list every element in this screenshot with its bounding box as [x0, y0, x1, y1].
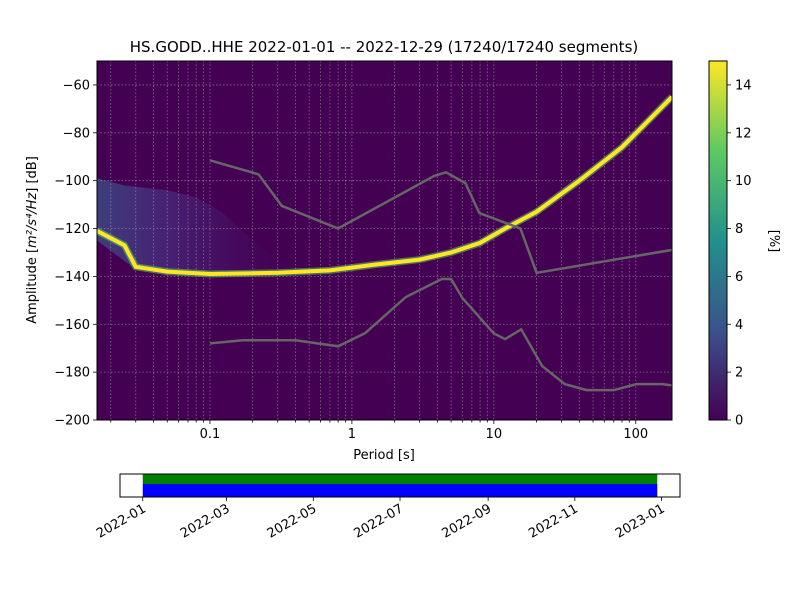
chart-title: HS.GODD..HHE 2022-01-01 -- 2022-12-29 (1… — [130, 38, 638, 56]
mode-curve — [97, 95, 672, 277]
y-tick-label: −140 — [54, 270, 90, 285]
colorbar: 0 2 4 6 8 10 12 14 [%] — [708, 60, 781, 429]
date-tick-label: 2022-03 — [178, 501, 233, 541]
date-tick-label: 2022-01 — [94, 501, 149, 541]
date-tick-label: 2023-01 — [613, 501, 668, 541]
y-axis-label-end: ] [dB] — [25, 156, 40, 193]
y-tick-label: −100 — [54, 174, 90, 189]
date-tick-label: 2022-07 — [351, 501, 406, 541]
coverage-date-axis: 2022-01 2022-03 2022-05 2022-07 2022-09 2022-… — [94, 497, 668, 542]
y-tick-label: −180 — [54, 366, 90, 381]
grid-lines — [97, 61, 672, 420]
colorbar-tick-label: 12 — [735, 126, 752, 141]
y-tick-label: −60 — [63, 78, 90, 93]
x-tick-label: 1 — [348, 427, 356, 442]
y-tick-label: −80 — [63, 126, 90, 141]
x-tick-label: 0.1 — [200, 427, 221, 442]
date-tick-label: 2022-11 — [526, 501, 581, 541]
x-tick-label: 10 — [486, 427, 503, 442]
date-tick-label: 2022-05 — [265, 501, 320, 541]
colorbar-tick-label: 14 — [735, 78, 752, 93]
date-tick-label: 2022-09 — [440, 501, 495, 541]
colorbar-gradient — [708, 60, 728, 421]
x-axis: 0.1 1 10 100 — [110, 420, 648, 442]
colorbar-label: [%] — [766, 230, 781, 253]
low-noise-model-line — [209, 277, 672, 392]
coverage-data-bar — [142, 484, 658, 497]
colorbar-tick-label: 6 — [735, 270, 743, 285]
high-noise-model-line — [209, 159, 672, 275]
plot-frame — [96, 60, 673, 421]
ppsd-plot: 0.1 1 10 100 −200 −180 −160 −140 −120 −100 −80 −60… — [25, 60, 673, 463]
y-axis-label-start: Amplitude [ — [25, 248, 40, 324]
x-tick-label: 100 — [623, 427, 648, 442]
y-tick-label: −200 — [54, 414, 90, 429]
colorbar-tick-label: 4 — [735, 318, 743, 333]
noise-haze — [97, 178, 310, 277]
colorbar-ticks: 0 2 4 6 8 10 12 14 — [727, 78, 752, 429]
y-tick-label: −160 — [54, 318, 90, 333]
coverage-processed-bar — [142, 474, 658, 484]
y-tick-label: −120 — [54, 222, 90, 237]
colorbar-tick-label: 2 — [735, 366, 743, 381]
coverage-plot: 2022-01 2022-03 2022-05 2022-07 2022-09 2022-… — [94, 473, 681, 542]
y-axis-label: Amplitude [m²/s⁴/Hz] [dB] — [25, 156, 40, 324]
y-axis: −200 −180 −160 −140 −120 −100 −80 −60 — [54, 78, 97, 429]
colorbar-tick-label: 10 — [735, 174, 752, 189]
colorbar-tick-label: 0 — [735, 414, 743, 429]
y-axis-label-math: m²/s⁴/Hz — [25, 192, 40, 248]
x-axis-label: Period [s] — [353, 448, 415, 463]
colorbar-tick-label: 8 — [735, 222, 743, 237]
